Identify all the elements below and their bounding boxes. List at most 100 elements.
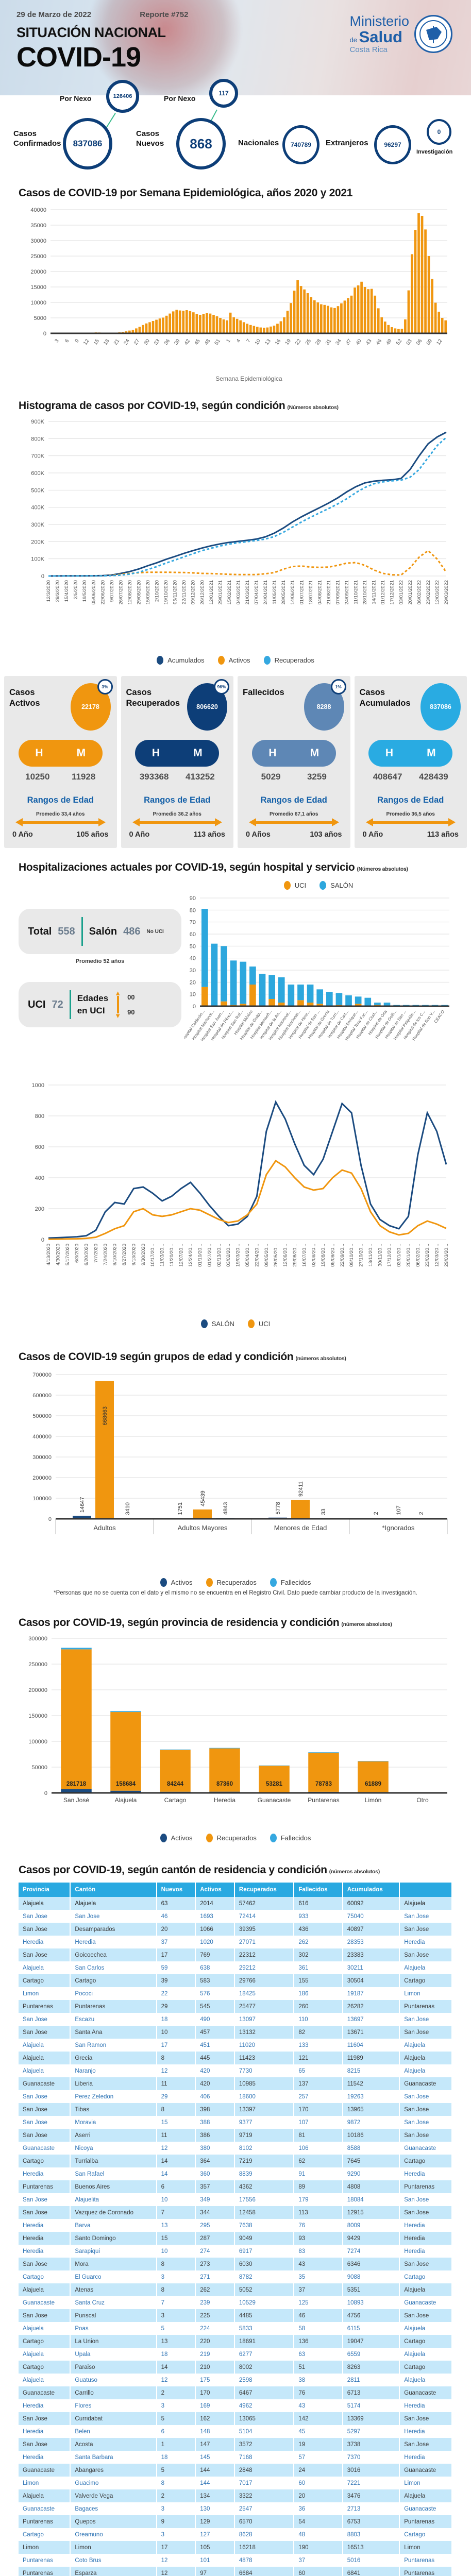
svg-text:200000: 200000 — [32, 1475, 52, 1481]
table-cell: Alajuela — [399, 2283, 452, 2296]
table-row: San Jose Aserri 11 386 9719 81 10186 San Jose — [19, 2129, 452, 2142]
bar — [175, 310, 178, 333]
table-cell: Cartago — [70, 1974, 157, 1987]
svg-text:29/03/2022: 29/03/2022 — [444, 580, 449, 605]
hospital-chart-panel: UCI SALÓN 0 10 20 30 40 50 60 70 80 90 Hospital Cal… — [181, 878, 452, 1063]
bar-activos — [110, 1790, 141, 1793]
svg-text:43: 43 — [365, 338, 373, 346]
bar — [299, 286, 302, 333]
table-cell: San Jose — [19, 2258, 71, 2270]
bar — [380, 317, 383, 333]
svg-text:33: 33 — [153, 338, 161, 346]
bar — [273, 326, 276, 333]
table-cell: 75040 — [342, 1910, 400, 1923]
bar-salon — [316, 989, 324, 1004]
bar — [394, 328, 397, 333]
table-row: Heredia Santa Barbara 18 145 7168 57 7370 Hered… — [19, 2451, 452, 2464]
investigacion-label: Investigación — [416, 149, 453, 155]
table-cell: Santo Domingo — [70, 2232, 157, 2245]
table-cell: 13097 — [234, 2013, 295, 2026]
bar — [383, 321, 386, 333]
legend-dot-icon — [157, 656, 164, 665]
hospitalizations-title: Hospitalizaciones actuales por COVID-19,… — [19, 861, 408, 873]
svg-text:23/02/2022: 23/02/2022 — [426, 580, 431, 605]
legend-dot-icon — [263, 656, 271, 665]
promedio-label: Promedio 36,5 años — [386, 811, 435, 817]
histogram-title: Histograma de casos por COVID-19, según … — [19, 400, 339, 412]
legend-item: Recuperados — [263, 656, 314, 665]
legend-item: Activos — [160, 1578, 193, 1587]
table-row: Heredia Belen 6 148 5104 45 5297 Heredia — [19, 2425, 452, 2438]
svg-text:200K: 200K — [31, 539, 44, 545]
svg-text:Otro: Otro — [416, 1797, 429, 1804]
table-cell: Alajuela — [70, 1897, 157, 1910]
table-cell: 190 — [294, 2541, 343, 2554]
bar — [256, 327, 259, 333]
bar-fallecidos — [110, 1711, 141, 1713]
svg-text:6/3/2020: 6/3/2020 — [74, 1244, 80, 1263]
bar-recuperados — [209, 1748, 240, 1792]
bar — [226, 320, 228, 333]
table-cell: 9 — [156, 2515, 196, 2528]
table-cell: 18 — [156, 2013, 196, 2026]
table-cell: San Jose — [19, 2103, 71, 2116]
svg-text:17/12/2021: 17/12/2021 — [390, 580, 395, 605]
ministry-logo: Ministerio de Salud Costa Rica — [349, 14, 452, 54]
svg-text:12/01/2021: 12/01/2021 — [209, 580, 214, 605]
svg-text:300000: 300000 — [32, 1454, 52, 1461]
svg-text:36: 36 — [163, 338, 172, 346]
svg-text:9/13/2020: 9/13/2020 — [131, 1244, 137, 1265]
age-range-arrow-icon: ▲ ▼ — [114, 989, 122, 1020]
svg-text:10/17/20...: 10/17/20... — [150, 1244, 156, 1267]
age-groups-bar-chart: 0 100000 200000 300000 400000 500000 600000 700… — [19, 1366, 452, 1575]
nacionales-label: Nacionales — [238, 139, 279, 147]
table-cell: 162 — [195, 2412, 235, 2425]
table-cell: 3 — [156, 2399, 196, 2412]
table-cell: 576 — [195, 1987, 235, 2000]
svg-text:17/12/20...: 17/12/20... — [387, 1244, 393, 1267]
extranjeros-circle: 96297 — [374, 125, 411, 164]
rangos-label: Rangos de Edad — [377, 795, 444, 805]
table-cell: 22312 — [234, 1948, 295, 1961]
table-cell: 76 — [294, 2386, 343, 2399]
table-row: San Jose Escazu 18 490 13097 110 13697 San Jose — [19, 2013, 452, 2026]
bar — [417, 213, 420, 333]
bar — [313, 300, 316, 333]
bar — [286, 311, 289, 333]
table-cell: 13697 — [342, 2013, 400, 2026]
table-cell: 224 — [195, 2322, 235, 2335]
svg-text:250000: 250000 — [28, 1662, 47, 1668]
table-cell: 8002 — [234, 2361, 295, 2374]
svg-text:30: 30 — [143, 338, 152, 346]
card-percent-badge: 1% — [330, 679, 346, 694]
svg-text:Semana Epidemiológica: Semana Epidemiológica — [215, 375, 282, 382]
table-cell: 46 — [294, 2309, 343, 2322]
svg-text:22/11/2020: 22/11/2020 — [181, 580, 187, 604]
table-row: San Jose Mora 8 273 6030 43 6346 San Jose — [19, 2258, 452, 2270]
table-cell: 210 — [195, 2361, 235, 2374]
table-row: Puntarenas Buenos Aires 6 357 4362 89 4808 Punt… — [19, 2180, 452, 2193]
table-cell: 14 — [156, 2155, 196, 2167]
table-cell: 5174 — [342, 2399, 400, 2412]
bar — [279, 321, 282, 333]
table-cell: 5104 — [234, 2425, 295, 2438]
bar — [323, 304, 326, 333]
table-row: San Jose Acosta 1 147 3572 19 3738 San Jose — [19, 2438, 452, 2451]
table-cell: Alajuela — [399, 2052, 452, 2064]
table-cell: 175 — [195, 2374, 235, 2386]
table-cell: 14 — [156, 2167, 196, 2180]
svg-text:9/30/2020: 9/30/2020 — [141, 1244, 146, 1265]
table-cell: 144 — [195, 2477, 235, 2489]
table-cell: 82 — [294, 2026, 343, 2039]
table-row: San Jose Perez Zeledon 29 406 18600 257 19263 S… — [19, 2090, 452, 2103]
svg-text:20: 20 — [190, 979, 196, 986]
bar — [135, 328, 138, 333]
svg-text:49: 49 — [385, 338, 393, 346]
table-cell: Naranjo — [70, 2064, 157, 2077]
svg-text:24/04/2021: 24/04/2021 — [263, 580, 268, 605]
table-cell: 11 — [156, 2077, 196, 2090]
svg-text:16/07/20...: 16/07/20... — [301, 1244, 307, 1267]
bar — [438, 312, 441, 333]
